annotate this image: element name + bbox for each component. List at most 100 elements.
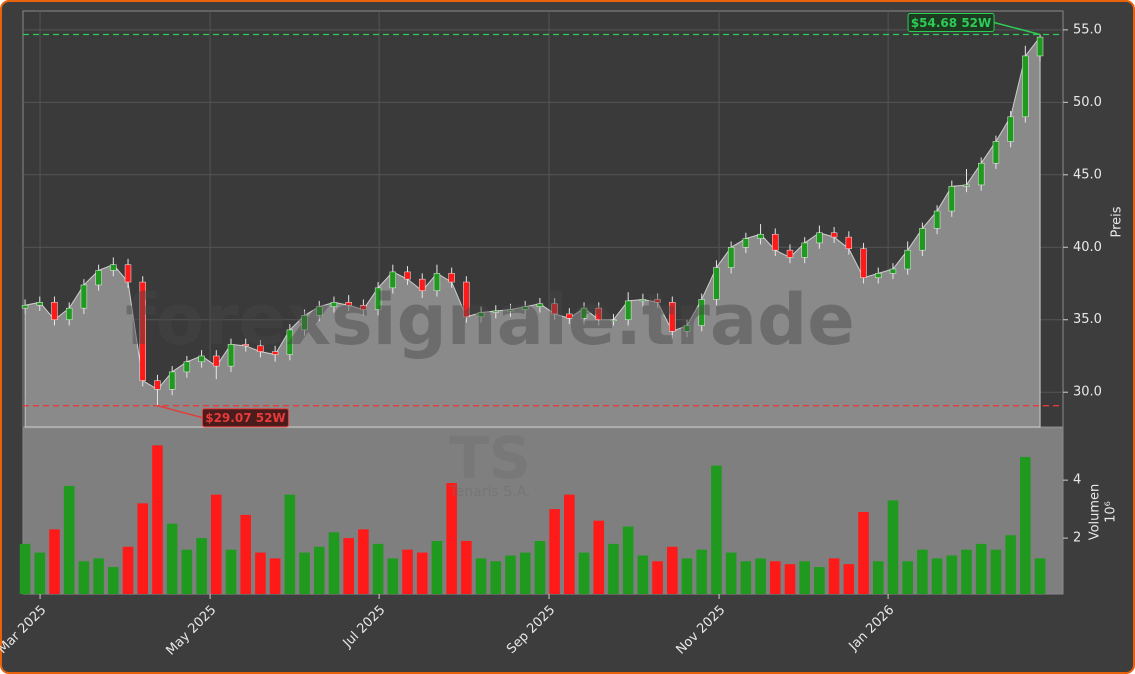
y-tick-label: 45.0 xyxy=(1073,167,1102,182)
volume-bar xyxy=(34,552,46,594)
volume-bar xyxy=(637,555,649,594)
volume-bar xyxy=(402,549,413,594)
volume-bar xyxy=(387,558,399,594)
candle-body xyxy=(904,249,911,270)
y-axis-label: Preis xyxy=(1110,206,1125,237)
candle-body xyxy=(404,271,411,280)
candle-body xyxy=(477,312,485,318)
candle-body xyxy=(992,141,1000,164)
volume-bar xyxy=(210,494,222,594)
volume-bar xyxy=(549,509,560,594)
volume-bar xyxy=(975,543,987,594)
volume-bar xyxy=(564,494,575,594)
volume-bar xyxy=(505,555,516,594)
volume-bar xyxy=(431,540,443,594)
candle-body xyxy=(257,345,264,352)
candle-body xyxy=(374,287,382,310)
candle-body xyxy=(772,233,779,251)
candle-body xyxy=(683,325,691,332)
watermark-symbol: TS xyxy=(449,424,530,492)
candle-body xyxy=(242,344,249,347)
candle-body xyxy=(213,355,220,367)
volume-bar xyxy=(137,503,149,594)
volume-bar xyxy=(284,494,296,594)
annotation-arrow xyxy=(157,404,203,419)
volume-bar xyxy=(887,500,899,594)
watermark: forexsignale.trade xyxy=(125,279,854,361)
volume-bar xyxy=(593,520,605,594)
volume-bar xyxy=(108,567,119,594)
candle-body xyxy=(978,162,985,186)
volume-bar xyxy=(755,558,766,594)
candle-body xyxy=(227,344,235,367)
candle-body xyxy=(639,299,647,302)
volume-bar xyxy=(578,552,590,594)
candle-body xyxy=(595,307,602,320)
volume-bar xyxy=(93,558,104,594)
volume-bar xyxy=(49,529,60,594)
candle-body xyxy=(1007,116,1014,142)
y-tick-label: 35.0 xyxy=(1073,312,1102,327)
volume-bar xyxy=(799,561,810,594)
volume-bar xyxy=(622,526,634,594)
volume-bar xyxy=(608,543,619,594)
candle-body xyxy=(316,306,323,316)
volume-bar xyxy=(872,561,884,594)
volume-bar xyxy=(240,514,252,594)
volume-bar xyxy=(740,561,752,594)
volume-bar xyxy=(946,555,958,594)
volume-bar xyxy=(490,561,502,594)
volume-tick-label: 2 xyxy=(1073,531,1081,546)
volume-bar xyxy=(652,561,663,594)
volume-bar xyxy=(181,549,193,594)
volume-bar xyxy=(122,546,134,594)
candle-body xyxy=(948,186,955,212)
candle-body xyxy=(1036,36,1044,57)
candle-body xyxy=(536,303,544,307)
volume-bar xyxy=(313,546,325,594)
volume-bar xyxy=(711,465,722,594)
volume-bar xyxy=(446,483,457,594)
y-tick-label: 30.0 xyxy=(1073,385,1102,400)
candle-body xyxy=(65,307,73,320)
candle-body xyxy=(330,302,338,307)
candle-body xyxy=(816,232,823,244)
volume-bar xyxy=(917,549,928,594)
candle-body xyxy=(1022,55,1029,118)
candle-body xyxy=(124,264,132,283)
candle-body xyxy=(713,267,720,300)
volume-bar xyxy=(343,538,354,594)
volume-bar xyxy=(961,549,972,594)
y-tick-label: 40.0 xyxy=(1073,240,1102,255)
candle-body xyxy=(698,299,705,326)
candle-body xyxy=(566,313,573,319)
annotation-label: $29.07 52W xyxy=(205,411,285,425)
volume-bar xyxy=(372,543,384,594)
candle-body xyxy=(963,184,970,187)
candle-body xyxy=(183,361,191,373)
candle-body xyxy=(875,273,882,278)
volume-bar xyxy=(725,552,737,594)
volume-bar xyxy=(416,552,428,594)
candle-body xyxy=(551,303,558,315)
volume-tick-label: 4 xyxy=(1073,473,1081,488)
candle-body xyxy=(271,351,279,355)
candle-body xyxy=(654,299,661,303)
candle-body xyxy=(433,273,441,291)
candle-body xyxy=(669,302,676,332)
volume-bar xyxy=(196,538,207,594)
volume-unit: 10⁶ xyxy=(1104,501,1119,523)
candle-body xyxy=(51,302,58,320)
volume-bar xyxy=(1020,456,1031,594)
candle-body xyxy=(21,304,29,309)
volume-bar xyxy=(1034,558,1046,594)
candle-body xyxy=(727,247,735,268)
watermark-company: Tenaris S.A. xyxy=(449,484,531,500)
annotation-label: $54.68 52W xyxy=(911,16,991,30)
candle-body xyxy=(830,232,838,238)
candle-body xyxy=(168,371,176,390)
volume-bar xyxy=(328,532,340,594)
volume-bar xyxy=(902,561,913,594)
volume-bar xyxy=(784,564,796,594)
